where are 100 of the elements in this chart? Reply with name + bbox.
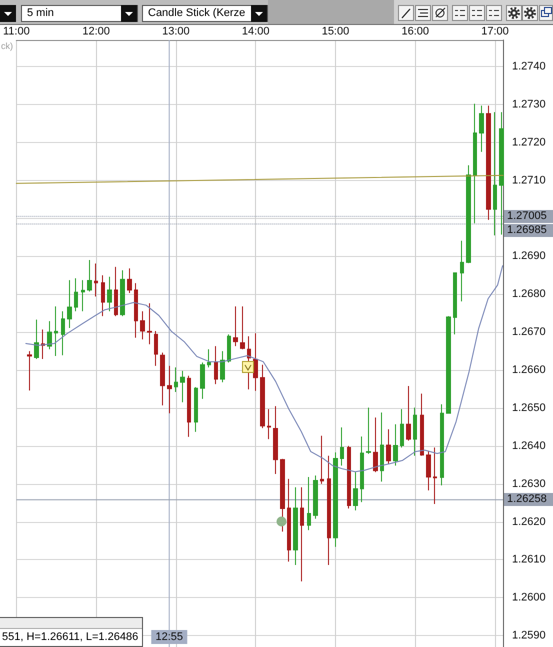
candlestick: [214, 346, 218, 385]
candlestick: [233, 306, 238, 347]
candlestick: [380, 412, 384, 482]
candlestick: [373, 416, 378, 473]
candlestick: [479, 105, 484, 152]
candlestick: [353, 472, 358, 511]
candlestick: [180, 370, 185, 403]
candlestick: [499, 112, 504, 236]
x-tick-label: 17:00: [481, 26, 509, 38]
candlestick: [300, 486, 304, 582]
y-tick-label: 1.2590: [512, 630, 546, 642]
y-tick-label: 1.2710: [512, 174, 546, 186]
candlestick: [327, 455, 331, 566]
candlestick: [280, 458, 285, 532]
y-tick-label: 1.2620: [512, 516, 546, 528]
candlestick: [360, 436, 364, 503]
candlestick: [293, 486, 298, 566]
candlestick: [260, 364, 265, 429]
candlestick: [61, 310, 65, 356]
candlestick: [54, 306, 58, 357]
y-tick-label: 1.2630: [512, 478, 546, 490]
y-tick-label: 1.2720: [512, 136, 546, 148]
candlestick: [227, 334, 231, 363]
candlestick: [87, 260, 92, 292]
candlestick: [446, 316, 451, 414]
candlestick: [486, 105, 491, 220]
candlestick: [333, 452, 338, 548]
line-series: [25, 265, 504, 472]
y-tick-label: 1.2640: [512, 440, 546, 452]
candlestick: [114, 266, 118, 317]
y-tick-label: 1.2600: [512, 592, 546, 604]
candlestick: [386, 428, 391, 464]
y-tick-label: 1.2660: [512, 364, 546, 376]
candlestick: [433, 446, 437, 504]
candlestick: [220, 350, 225, 383]
candlestick: [167, 365, 172, 414]
candlestick: [140, 310, 145, 340]
x-tick-label: 16:00: [401, 26, 430, 38]
info-panel: 551, H=1.26611, L=1.26486: [0, 617, 144, 647]
y-tick-label: 1.2690: [512, 250, 546, 262]
candlestick: [253, 332, 258, 392]
candlestick: [127, 268, 132, 294]
candlestick: [194, 386, 198, 432]
y-tick-label: 1.2650: [512, 402, 546, 414]
x-tick-label: 13:00: [162, 26, 190, 38]
x-tick-label: 14:00: [242, 26, 270, 38]
candlestick: [174, 366, 178, 393]
y-tick-label: 1.2680: [512, 288, 546, 300]
ref-line-label: 1.26258: [504, 493, 553, 506]
candlestick: [366, 407, 371, 454]
candlestick: [473, 103, 477, 224]
candlestick: [27, 350, 32, 392]
candlestick: [134, 282, 138, 338]
candlestick: [207, 348, 211, 368]
candlestick: [101, 274, 105, 317]
candlestick: [400, 408, 404, 448]
candlestick: [81, 280, 85, 312]
annotation: 551, H=1.26611, L=1.26486: [1, 630, 140, 645]
candlestick: [406, 385, 411, 442]
candlestick: [267, 408, 271, 440]
candlestick: [67, 280, 72, 328]
candlestick: [107, 276, 112, 312]
y-tick-label: 1.2610: [512, 554, 546, 566]
candlestick: [320, 435, 324, 484]
ref-line-label: 1.27005: [504, 210, 553, 223]
candlestick: [493, 112, 497, 236]
candlestick: [94, 262, 98, 297]
candlestick: [453, 272, 457, 335]
candlestick: [273, 406, 278, 475]
x-tick-label: 15:00: [322, 26, 350, 38]
candlestick: [187, 375, 191, 438]
y-tick-label: 1.2740: [512, 60, 546, 73]
candlestick: [313, 475, 318, 520]
dropdown: Candle Stick (Kerze: [142, 5, 268, 22]
candlestick: [47, 320, 52, 350]
candlestick: [413, 407, 417, 456]
annotation: 12:55: [151, 630, 188, 644]
ref-line-label: 1.26985: [504, 224, 553, 237]
y-tick-label: 1.2670: [512, 326, 546, 338]
x-tick-label: 12:00: [82, 26, 110, 38]
x-tick-label: 11:00: [2, 26, 30, 38]
candlestick: [466, 164, 471, 264]
candlestick: [440, 404, 444, 486]
candlestick: [41, 328, 45, 360]
dropdown: 5 min: [21, 5, 138, 22]
text: ck): [1, 41, 13, 51]
candlestick: [160, 352, 165, 406]
candlestick: [200, 362, 205, 400]
candlestick: [287, 478, 291, 562]
candlestick: [460, 240, 464, 302]
candlestick: [120, 270, 125, 317]
candlestick: [426, 450, 431, 491]
y-tick-label: 1.2730: [512, 98, 546, 110]
candlestick: [154, 330, 158, 366]
candlestick: [393, 424, 398, 466]
candlestick: [340, 426, 344, 466]
candlestick: [74, 278, 78, 312]
candlestick: [347, 445, 351, 510]
candlestick: [240, 306, 245, 350]
candlestick: [420, 393, 424, 456]
